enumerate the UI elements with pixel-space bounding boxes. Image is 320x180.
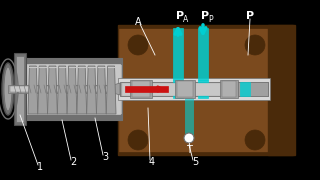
- Bar: [14, 53, 26, 125]
- Bar: [173, 80, 183, 98]
- Polygon shape: [96, 66, 106, 114]
- Text: 3: 3: [102, 152, 108, 162]
- Bar: [120, 82, 268, 96]
- Bar: [16, 56, 24, 122]
- Polygon shape: [77, 66, 87, 114]
- Bar: [185, 98, 193, 136]
- Bar: [118, 25, 293, 155]
- Bar: [118, 152, 268, 155]
- Bar: [175, 80, 195, 98]
- Text: P: P: [246, 11, 254, 21]
- Bar: [198, 28, 208, 80]
- Bar: [177, 81, 193, 97]
- Bar: [268, 25, 295, 155]
- Bar: [118, 25, 268, 28]
- Bar: [220, 80, 238, 98]
- Polygon shape: [110, 83, 120, 95]
- Bar: [24, 64, 120, 114]
- Polygon shape: [87, 66, 96, 114]
- Bar: [122, 83, 266, 95]
- Circle shape: [184, 133, 194, 143]
- Text: T: T: [186, 145, 192, 155]
- Text: A: A: [135, 17, 141, 27]
- Text: P: P: [201, 11, 209, 21]
- Polygon shape: [106, 66, 116, 114]
- Circle shape: [245, 130, 265, 150]
- Text: 1: 1: [37, 162, 43, 172]
- Polygon shape: [38, 66, 48, 114]
- Ellipse shape: [4, 67, 12, 111]
- Bar: [132, 81, 150, 97]
- Bar: [125, 86, 168, 92]
- Text: P: P: [209, 15, 213, 24]
- Circle shape: [245, 35, 265, 55]
- Polygon shape: [67, 66, 77, 114]
- Text: A: A: [183, 15, 188, 24]
- Text: P: P: [176, 11, 184, 21]
- Text: 2: 2: [70, 157, 76, 167]
- Polygon shape: [28, 66, 38, 114]
- Text: 5: 5: [192, 157, 198, 167]
- Bar: [222, 81, 236, 97]
- Bar: [22, 114, 122, 120]
- Bar: [240, 82, 250, 96]
- Bar: [10, 86, 112, 92]
- Bar: [238, 82, 268, 96]
- Circle shape: [128, 130, 148, 150]
- Bar: [22, 58, 122, 64]
- Polygon shape: [48, 66, 57, 114]
- Bar: [198, 80, 208, 98]
- Polygon shape: [57, 66, 67, 114]
- Bar: [22, 58, 122, 120]
- Bar: [8, 85, 114, 93]
- Circle shape: [128, 35, 148, 55]
- Ellipse shape: [2, 63, 14, 115]
- Bar: [118, 78, 270, 100]
- Text: 4: 4: [149, 157, 155, 167]
- Bar: [173, 28, 183, 80]
- Bar: [130, 80, 152, 98]
